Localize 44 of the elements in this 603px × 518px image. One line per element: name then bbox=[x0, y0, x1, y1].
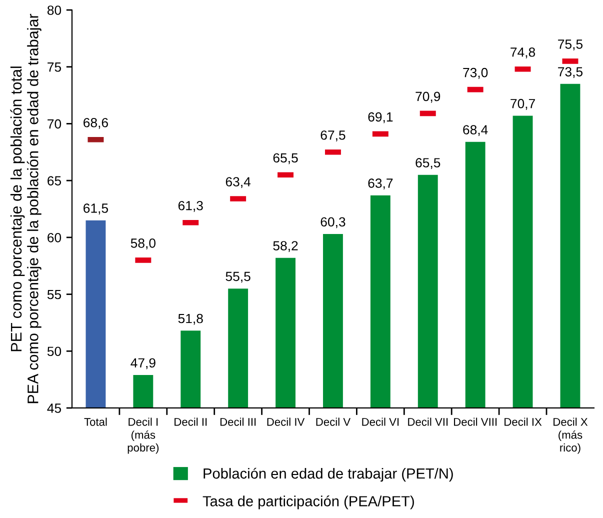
data-label: 63,4 bbox=[226, 177, 251, 188]
y-tick-label: 75 bbox=[48, 62, 62, 72]
data-label: 58,2 bbox=[273, 241, 298, 252]
legend-label: Tasa de participación (PEA/PET) bbox=[202, 495, 414, 510]
data-label: 69,1 bbox=[368, 112, 393, 124]
x-tick-label: Decil II bbox=[174, 418, 207, 426]
y-axis-title: PET como porcentaje de la población total PEA como porcentaje de la población en edad de trabajar bbox=[10, 14, 42, 404]
y-tick-label: 60 bbox=[48, 232, 62, 242]
data-label: 65,5 bbox=[416, 158, 440, 169]
data-label: 74,8 bbox=[510, 47, 536, 58]
y-tick-label: 55 bbox=[47, 290, 62, 300]
data-label: 61,5 bbox=[84, 204, 108, 214]
x-tick-label: Decil IX bbox=[504, 418, 542, 426]
data-label: 65,5 bbox=[273, 153, 298, 164]
data-label: 67,5 bbox=[320, 130, 346, 142]
data-label: 51,8 bbox=[178, 314, 203, 325]
y-tick-label: 50 bbox=[47, 346, 62, 356]
y-tick-label: 80 bbox=[47, 6, 62, 15]
x-tick-label: Total bbox=[84, 418, 107, 426]
x-tick-label: Decil V bbox=[316, 418, 351, 426]
y-tick-label: 45 bbox=[47, 404, 62, 413]
x-tick-label: Decil III bbox=[220, 418, 256, 426]
data-label: 60,3 bbox=[320, 217, 346, 228]
x-tick-label: Decil VIII bbox=[454, 418, 497, 426]
data-label: 73,5 bbox=[558, 67, 583, 78]
x-tick-label: Decil X (más rico) bbox=[554, 418, 588, 454]
x-tick-label: Decil IV bbox=[267, 418, 305, 426]
data-label: 61,3 bbox=[178, 200, 203, 212]
data-label: 73,0 bbox=[463, 68, 488, 79]
data-label: 70,7 bbox=[510, 98, 535, 110]
legend-label: Población en edad de trabajar (PET/N) bbox=[204, 468, 453, 482]
data-label: 70,9 bbox=[416, 92, 440, 103]
data-label: 58,0 bbox=[130, 238, 156, 250]
y-tick-label: 65 bbox=[48, 176, 62, 186]
data-label: 55,5 bbox=[226, 272, 250, 283]
x-tick-label: Decil VII bbox=[408, 418, 448, 426]
data-label: 63,7 bbox=[368, 178, 393, 190]
data-label: 68,4 bbox=[463, 125, 488, 136]
x-tick-label: Decil VI bbox=[362, 418, 399, 426]
x-tick-label: Decil I (más pobre) bbox=[128, 418, 159, 454]
data-label: 68,6 bbox=[84, 118, 108, 129]
data-label: 47,9 bbox=[130, 358, 156, 370]
data-label: 75,5 bbox=[558, 40, 583, 50]
y-tick-label: 70 bbox=[48, 119, 62, 129]
